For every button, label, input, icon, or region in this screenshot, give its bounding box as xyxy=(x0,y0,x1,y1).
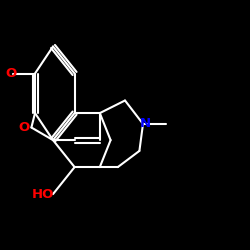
Text: O: O xyxy=(5,67,16,80)
Text: N: N xyxy=(140,118,151,130)
Text: HO: HO xyxy=(32,188,54,200)
Text: O: O xyxy=(18,121,30,134)
